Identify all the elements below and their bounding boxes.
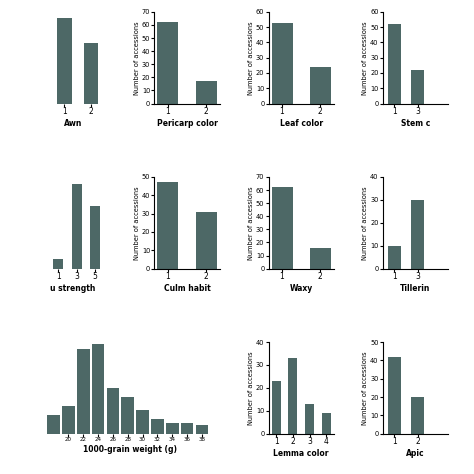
Bar bbox=[57, 18, 72, 103]
Bar bbox=[157, 22, 178, 103]
Bar bbox=[92, 344, 104, 434]
Bar bbox=[272, 381, 281, 434]
Y-axis label: Number of accessions: Number of accessions bbox=[248, 351, 254, 425]
Bar bbox=[388, 356, 401, 434]
Bar bbox=[90, 206, 100, 269]
X-axis label: Awn: Awn bbox=[64, 119, 82, 128]
X-axis label: Stem c: Stem c bbox=[401, 119, 430, 128]
Bar bbox=[121, 397, 134, 434]
Bar bbox=[272, 187, 292, 269]
X-axis label: Leaf color: Leaf color bbox=[280, 119, 323, 128]
Bar bbox=[157, 182, 178, 269]
X-axis label: Culm habit: Culm habit bbox=[164, 284, 210, 293]
Bar bbox=[388, 24, 401, 103]
Bar bbox=[310, 67, 331, 103]
X-axis label: Waxy: Waxy bbox=[290, 284, 313, 293]
Bar bbox=[181, 423, 193, 434]
Y-axis label: Number of accessions: Number of accessions bbox=[248, 186, 254, 260]
Y-axis label: Number of accessions: Number of accessions bbox=[248, 21, 254, 94]
Y-axis label: Number of accessions: Number of accessions bbox=[134, 21, 140, 94]
Bar bbox=[196, 212, 217, 269]
Bar bbox=[411, 70, 424, 103]
Bar bbox=[47, 415, 60, 434]
Bar bbox=[310, 248, 331, 269]
X-axis label: u strength: u strength bbox=[50, 284, 96, 293]
Bar bbox=[151, 419, 164, 434]
X-axis label: 1000-grain weight (g): 1000-grain weight (g) bbox=[83, 445, 177, 454]
Y-axis label: Number of accessions: Number of accessions bbox=[362, 351, 368, 425]
Bar bbox=[54, 259, 64, 269]
Bar bbox=[388, 246, 401, 269]
Bar bbox=[72, 184, 82, 269]
X-axis label: Tillerin: Tillerin bbox=[400, 284, 430, 293]
Bar bbox=[107, 388, 119, 434]
Bar bbox=[136, 410, 149, 434]
Bar bbox=[322, 413, 331, 434]
X-axis label: Lemma color: Lemma color bbox=[273, 449, 329, 458]
Bar bbox=[196, 425, 208, 434]
Bar bbox=[411, 200, 424, 269]
Bar bbox=[288, 358, 297, 434]
Bar bbox=[62, 406, 75, 434]
X-axis label: Apic: Apic bbox=[406, 449, 425, 458]
Bar bbox=[83, 43, 98, 103]
Bar bbox=[196, 81, 217, 103]
X-axis label: Pericarp color: Pericarp color bbox=[156, 119, 218, 128]
Bar bbox=[77, 349, 90, 434]
Bar bbox=[411, 397, 424, 434]
Bar bbox=[272, 23, 292, 103]
Y-axis label: Number of accessions: Number of accessions bbox=[362, 21, 368, 94]
Y-axis label: Number of accessions: Number of accessions bbox=[134, 186, 140, 260]
Y-axis label: Number of accessions: Number of accessions bbox=[362, 186, 368, 260]
Bar bbox=[166, 423, 179, 434]
Bar bbox=[305, 404, 314, 434]
